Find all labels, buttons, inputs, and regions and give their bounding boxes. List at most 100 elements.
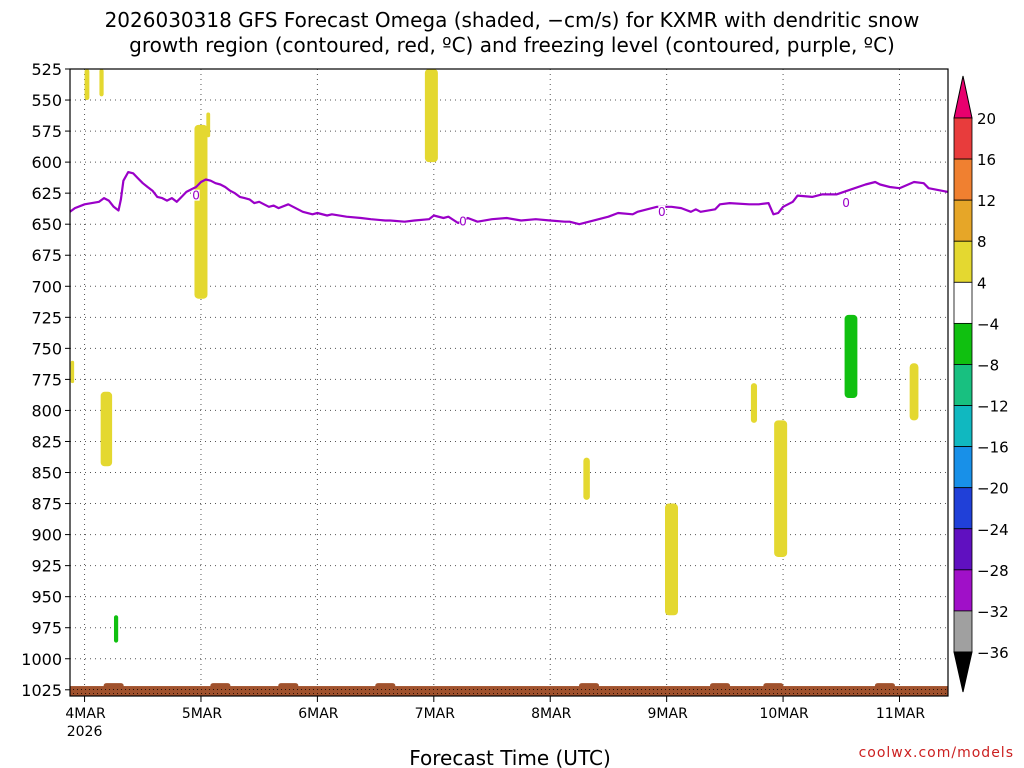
contour-label: 0 [192, 189, 200, 203]
y-tick-label: 825 [31, 432, 62, 451]
contour-label-bg [192, 189, 200, 201]
ground-bump [375, 683, 396, 689]
x-tick-sublabel: 2026 [67, 724, 103, 740]
omega-region [583, 457, 590, 500]
chart-title-line-2: growth region (contoured, red, ºC) and f… [129, 33, 895, 57]
y-tick-label: 575 [31, 122, 62, 141]
ground-bump [763, 683, 784, 689]
contour-label-bg [658, 205, 666, 217]
ground-texture [70, 686, 948, 696]
omega-region [750, 383, 758, 423]
colorbar-box [953, 117, 973, 160]
colorbar-label: 20 [977, 110, 996, 128]
ground-bump [210, 683, 231, 689]
y-tick-label: 900 [31, 526, 62, 545]
colorbar-label: −8 [977, 356, 999, 374]
omega-region [424, 69, 438, 163]
x-tick-label: 11MAR [876, 706, 925, 722]
colorbar-label: −12 [977, 398, 1009, 416]
ground-surface [70, 683, 948, 696]
colorbar-box [953, 569, 973, 612]
colorbar-box [953, 610, 973, 653]
omega-region [909, 363, 919, 421]
x-axis-title: Forecast Time (UTC) [409, 746, 611, 768]
ground-bump [278, 683, 299, 689]
y-tick-label: 1000 [21, 650, 62, 669]
omega-region [70, 360, 75, 384]
colorbar-box [953, 322, 973, 365]
x-axis: 4MAR 2026 5MAR 6MAR 7MAR 8MAR 9MAR 10MAR 11MAR [65, 696, 925, 740]
contour-label: 0 [459, 215, 467, 229]
y-tick-label: 925 [31, 557, 62, 576]
omega-region [99, 69, 104, 97]
colorbar-box [953, 364, 973, 406]
y-tick-label: 725 [31, 308, 62, 327]
y-tick-label: 675 [31, 246, 62, 265]
x-tick-label: 9MAR [648, 706, 689, 722]
colorbar-label: 4 [977, 274, 987, 292]
colorbar-label: −4 [977, 315, 999, 333]
omega-region [100, 391, 113, 467]
contour-label-bg [459, 215, 467, 227]
y-tick-label: 800 [31, 401, 62, 420]
colorbar-box [953, 446, 973, 489]
y-tick-label: 950 [31, 588, 62, 607]
ground-bump [874, 683, 895, 689]
y-tick-label: 1025 [21, 681, 62, 700]
colorbar-box [953, 405, 973, 448]
ground-bump [579, 683, 600, 689]
colorbar-box [953, 487, 973, 530]
colorbar-box [953, 199, 973, 242]
colorbar-label: −16 [977, 439, 1009, 457]
y-tick-label: 775 [31, 370, 62, 389]
y-axis: 525 550 575 600 625 650 675 700 725 750 775 800 825 8… [21, 60, 70, 700]
x-tick-label: 4MAR [65, 706, 106, 722]
omega-region [84, 69, 90, 101]
colorbar-top-triangle [953, 75, 973, 119]
omega-region [206, 112, 211, 138]
y-tick-label: 600 [31, 153, 62, 172]
colorbar-label: −24 [977, 521, 1009, 539]
omega-region [665, 503, 679, 616]
contour-label: 0 [842, 196, 850, 210]
y-tick-label: 750 [31, 339, 62, 358]
colorbar-box [953, 240, 973, 283]
contour-label-bg [842, 197, 850, 209]
colorbar-label: −32 [977, 603, 1009, 621]
colorbar-label: −28 [977, 562, 1009, 580]
x-tick-label: 5MAR [182, 706, 223, 722]
x-tick-label: 6MAR [298, 706, 339, 722]
freezing-level-contour: 0 0 0 0 [69, 171, 949, 229]
colorbar-box [953, 281, 973, 324]
colorbar-label: −20 [977, 480, 1009, 498]
x-tick-label: 8MAR [531, 706, 572, 722]
ground-bump [103, 683, 124, 689]
y-tick-label: 875 [31, 495, 62, 514]
y-tick-label: 700 [31, 277, 62, 296]
y-tick-label: 550 [31, 91, 62, 110]
contour-label: 0 [658, 205, 666, 219]
omega-shading [70, 69, 919, 643]
colorbar-box [953, 158, 973, 201]
x-tick-label: 7MAR [415, 706, 456, 722]
chart-title: 2026030318 GFS Forecast Omega (shaded, −… [0, 8, 1024, 58]
chart-title-line-1: 2026030318 GFS Forecast Omega (shaded, −… [104, 8, 920, 32]
colorbar-box [953, 528, 973, 571]
omega-region [194, 124, 208, 299]
freezing-level-line [69, 171, 949, 226]
plot-frame [69, 68, 949, 697]
y-tick-label: 975 [31, 619, 62, 638]
y-tick-label: 650 [31, 215, 62, 234]
y-tick-label: 850 [31, 464, 62, 483]
colorbar-label: 8 [977, 233, 987, 251]
y-tick-label: 625 [31, 184, 62, 203]
omega-region [774, 420, 788, 557]
colorbar-label: 16 [977, 151, 996, 169]
x-tick-label: 10MAR [759, 706, 808, 722]
credit-text: coolwx.com/models [858, 745, 1014, 761]
omega-region [844, 314, 858, 399]
colorbar-label: −36 [977, 644, 1009, 662]
colorbar-label: 12 [977, 192, 996, 210]
omega-region [113, 615, 119, 643]
